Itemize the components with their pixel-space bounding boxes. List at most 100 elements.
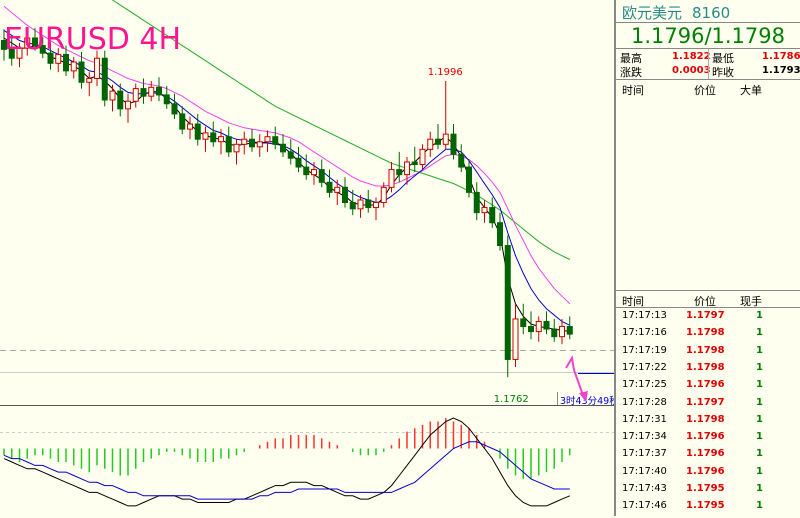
candle-body — [326, 181, 333, 193]
candle-body — [318, 169, 325, 183]
candle-body — [32, 37, 38, 47]
candle-body — [94, 57, 100, 79]
tick-row: 17:17:43 1.1795 1 — [616, 483, 800, 500]
tick-row: 17:17:22 1.1798 1 — [616, 362, 800, 379]
candle-body — [535, 320, 542, 333]
tick-header-vol: 现手 — [740, 295, 762, 308]
tick-time: 17:17:37 — [622, 448, 667, 460]
candle-body — [24, 37, 31, 49]
candle-body — [8, 48, 15, 59]
candle-body — [148, 86, 155, 97]
tick-volume: 1 — [756, 310, 763, 321]
tick-price: 1.1798 — [686, 327, 725, 339]
candle-body — [39, 45, 46, 54]
candle-body — [78, 61, 85, 83]
tick-price: 1.1795 — [686, 483, 725, 494]
candle-body — [233, 143, 240, 153]
candle-body — [132, 88, 139, 102]
candle-body — [504, 245, 511, 360]
candle-body — [427, 138, 434, 150]
chart-area[interactable]: 1.1996 1.1762 3时43分49秒 EURUSD 4H — [0, 0, 614, 516]
divider — [616, 79, 800, 80]
candle-body — [473, 191, 480, 214]
candle-body — [396, 169, 403, 176]
tick-row: 17:17:16 1.1798 1 — [616, 327, 800, 344]
tick-volume: 1 — [756, 379, 763, 391]
candle-body — [481, 207, 488, 214]
stat-high-label: 最高 — [620, 52, 642, 65]
candle-body — [47, 52, 54, 64]
tick-time: 17:17:40 — [622, 465, 667, 477]
tick-price: 1.1796 — [686, 431, 725, 443]
forecast-arrow-head — [579, 391, 588, 402]
tick-time: 17:17:46 — [622, 500, 667, 512]
candle-body — [194, 123, 201, 140]
tick-header-time: 时间 — [622, 295, 644, 308]
stat-prevclose-label: 昨收 — [712, 66, 734, 79]
tick-row: 17:17:34 1.1796 1 — [616, 431, 800, 448]
low-price-label: 1.1762 — [494, 394, 529, 405]
macd-signal-line — [3, 441, 570, 500]
bigorder-header-time: 时间 — [622, 84, 644, 97]
tick-time: 17:17:28 — [622, 396, 667, 408]
tick-volume: 1 — [756, 465, 763, 477]
candle-body — [566, 326, 573, 335]
candlestick-chart[interactable]: 1.1996 1.1762 3时43分49秒 — [0, 0, 614, 516]
candle-body — [55, 53, 62, 64]
stat-high-value: 1.1822 — [672, 51, 711, 62]
quote-panel: 欧元美元 8160 1.1796/1.1798 最高 1.1822 最低 1.17… — [614, 0, 800, 516]
tick-time: 17:17:25 — [622, 379, 667, 391]
tick-time: 17:17:34 — [622, 431, 667, 443]
tick-price: 1.1797 — [686, 396, 725, 408]
candle-body — [179, 113, 186, 130]
stat-low-label: 最低 — [712, 52, 734, 65]
tick-time: 17:17:13 — [622, 310, 667, 321]
candle-body — [280, 143, 286, 153]
instrument-code: 8160 — [692, 4, 731, 22]
candle-body — [156, 86, 162, 96]
candle-body — [442, 133, 449, 145]
tick-volume: 1 — [756, 448, 763, 460]
divider — [708, 48, 709, 79]
tick-price: 1.1798 — [686, 361, 725, 373]
tick-price: 1.1796 — [686, 379, 725, 391]
tick-volume: 1 — [756, 361, 763, 373]
tick-volume: 1 — [756, 327, 763, 339]
tick-time: 17:17:16 — [622, 327, 667, 339]
chart-title: EURUSD 4H — [4, 22, 182, 57]
candle-body — [125, 100, 131, 110]
candle-body — [419, 148, 426, 166]
tick-time: 17:17:43 — [622, 483, 667, 494]
candle-body — [241, 138, 248, 145]
bigorder-header-price: 价位 — [694, 84, 716, 97]
candle-body — [373, 202, 379, 209]
tick-row: 17:17:31 1.1798 1 — [616, 414, 800, 431]
candle-body — [450, 133, 457, 155]
candle-body — [171, 103, 178, 115]
candle-body — [202, 132, 209, 140]
tick-time: 17:17:19 — [622, 344, 667, 356]
high-price-label: 1.1996 — [428, 67, 463, 78]
tick-price: 1.1798 — [686, 344, 725, 356]
candle-body — [435, 138, 441, 145]
divider — [616, 307, 800, 308]
countdown-label: 3时43分49秒 — [560, 395, 614, 407]
candle-body — [86, 77, 93, 83]
candle-body — [225, 136, 232, 153]
tick-volume: 1 — [756, 431, 763, 443]
candle-body — [311, 169, 317, 176]
macd-line — [3, 417, 570, 507]
candle-body — [334, 186, 341, 193]
candle-body — [342, 186, 348, 203]
candle-body — [218, 136, 224, 143]
tick-volume: 1 — [756, 413, 763, 425]
candle-body — [458, 153, 465, 168]
tick-header-price: 价位 — [694, 295, 716, 308]
tick-volume: 1 — [756, 396, 763, 408]
tick-time: 17:17:22 — [622, 361, 667, 373]
tick-price: 1.1795 — [686, 500, 725, 512]
tick-volume: 1 — [756, 483, 763, 494]
tick-price: 1.1798 — [686, 413, 725, 425]
candle-body — [466, 166, 472, 193]
tick-row: 17:17:40 1.1796 1 — [616, 466, 800, 483]
